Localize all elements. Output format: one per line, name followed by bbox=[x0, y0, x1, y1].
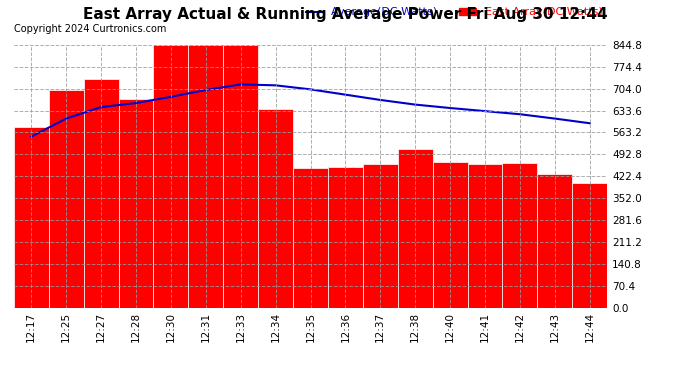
Bar bbox=[363, 164, 397, 308]
Bar bbox=[49, 90, 83, 308]
Bar bbox=[14, 127, 49, 308]
Bar bbox=[397, 149, 433, 308]
Bar bbox=[433, 162, 468, 308]
Bar bbox=[468, 164, 502, 308]
Bar bbox=[293, 168, 328, 308]
Legend: Average(DC Watts), East Array(DC Watts): Average(DC Watts), East Array(DC Watts) bbox=[301, 3, 607, 22]
Bar bbox=[328, 167, 363, 308]
Bar bbox=[153, 45, 188, 308]
Text: Copyright 2024 Curtronics.com: Copyright 2024 Curtronics.com bbox=[14, 24, 166, 34]
Bar bbox=[538, 174, 572, 308]
Bar bbox=[224, 45, 258, 308]
Bar bbox=[83, 79, 119, 308]
Bar bbox=[258, 109, 293, 308]
Bar bbox=[188, 45, 224, 308]
Bar bbox=[502, 163, 538, 308]
Bar bbox=[572, 183, 607, 308]
Bar bbox=[119, 99, 153, 308]
Text: East Array Actual & Running Average Power Fri Aug 30 12:44: East Array Actual & Running Average Powe… bbox=[83, 8, 607, 22]
